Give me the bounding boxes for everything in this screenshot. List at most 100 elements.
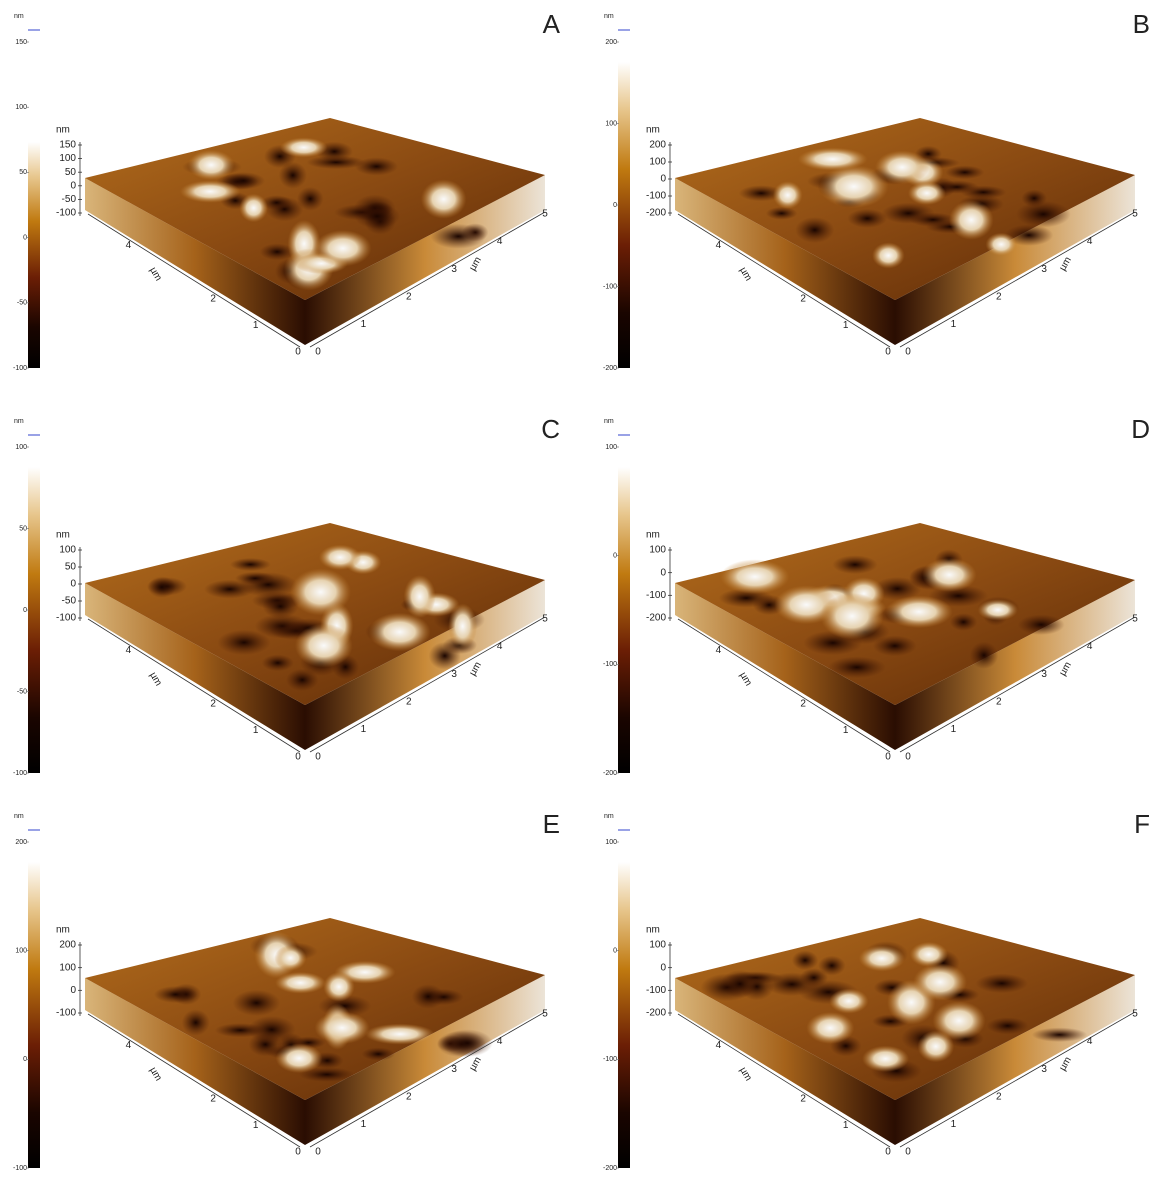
pit (297, 187, 324, 211)
x-tick-label: 5 (542, 209, 548, 220)
peak (908, 181, 946, 205)
panel-label: E (543, 809, 560, 839)
colorbar-tick-label: 200 (15, 839, 27, 846)
z-axis-unit: nm (56, 925, 70, 936)
surface (675, 118, 1135, 345)
colorbar (618, 467, 630, 773)
x-tick-label: 3 (451, 264, 457, 275)
x-tick-label: 1 (361, 1119, 367, 1130)
z-axis-unit: nm (646, 530, 660, 541)
x-tick-label: 1 (361, 319, 367, 330)
z-tick-label: 0 (70, 985, 76, 996)
x-tick-label: 4 (497, 236, 503, 247)
pit (847, 209, 887, 228)
x-tick-label: 4 (497, 1036, 503, 1047)
y-tick-label: 0 (295, 1147, 301, 1158)
z-tick-label: 100 (59, 153, 76, 164)
pit (1018, 614, 1065, 635)
pit (148, 576, 176, 597)
peak (985, 233, 1016, 256)
z-tick-label: -200 (646, 208, 666, 219)
y-tick-label: 0 (885, 752, 891, 763)
colorbar-unit: nm (604, 13, 614, 20)
colorbar-tick-label: 0 (23, 607, 27, 614)
figure: nm150100500-50-100nm150100500-50-1000123… (0, 0, 1153, 1180)
pit (795, 217, 834, 243)
afm-panel: nm150100500-50-100nm150100500-50-1000123… (13, 9, 561, 372)
x-tick-label: 2 (996, 696, 1002, 707)
x-tick-label: 5 (542, 1009, 548, 1020)
colorbar-unit: nm (14, 813, 24, 820)
colorbar-tick-label: -100 (13, 1165, 27, 1172)
x-tick-label: 2 (996, 1091, 1002, 1102)
pit (215, 1023, 266, 1037)
y-axis-title: µm (737, 670, 754, 688)
pit (306, 155, 365, 169)
z-tick-label: 50 (65, 167, 77, 178)
x-tick-label: 2 (406, 291, 412, 302)
z-tick-label: 200 (649, 140, 666, 151)
y-tick-label: 1 (253, 320, 259, 331)
x-tick-label: 5 (542, 614, 548, 625)
surface (675, 523, 1135, 750)
pit (976, 974, 1029, 994)
peak (872, 242, 905, 268)
y-axis-title: µm (147, 265, 164, 283)
peak (773, 181, 803, 209)
peak (290, 568, 351, 615)
peak (274, 945, 306, 971)
z-tick-label: -50 (62, 194, 77, 205)
panel-label: F (1134, 809, 1150, 839)
y-tick-label: 0 (295, 752, 301, 763)
x-tick-label: 3 (451, 669, 457, 680)
z-tick-label: -100 (646, 191, 666, 202)
y-axis-title: µm (737, 1065, 754, 1083)
x-tick-label: 0 (315, 1147, 321, 1158)
panel-label: B (1133, 9, 1150, 39)
surface (85, 918, 545, 1145)
afm-panel: nm1000-100-200nm1000-100-2000123450124µm… (603, 414, 1150, 777)
y-tick-label: 2 (210, 293, 216, 304)
peak (829, 989, 868, 1014)
afm-panel: nm100500-50-100nm100500-50-1000123450124… (13, 414, 560, 777)
pit (1016, 201, 1071, 228)
colorbar-tick-label: 0 (23, 234, 27, 241)
y-tick-label: 4 (126, 240, 132, 251)
pit (430, 224, 486, 249)
colorbar-tick-label: -100 (603, 283, 617, 290)
x-tick-label: 4 (1087, 641, 1093, 652)
y-tick-label: 0 (885, 347, 891, 358)
colorbar-tick-label: -200 (603, 1165, 617, 1172)
colorbar-unit: nm (604, 418, 614, 425)
colorbar-tick-label: 200 (605, 39, 617, 46)
peak (315, 1012, 370, 1045)
peak (820, 593, 883, 639)
pit (412, 984, 445, 1009)
x-tick-label: 0 (315, 347, 321, 358)
pit (950, 613, 978, 631)
peak (295, 624, 353, 668)
peak (276, 1043, 323, 1073)
pit (441, 1029, 492, 1057)
panel-label: A (543, 9, 561, 39)
peak (885, 596, 952, 629)
colorbar (28, 862, 40, 1168)
pit (800, 968, 828, 987)
y-tick-label: 1 (253, 1120, 259, 1131)
pit (230, 558, 271, 571)
z-tick-label: 0 (660, 962, 666, 973)
colorbar-tick-label: 0 (613, 948, 617, 955)
x-tick-label: 4 (1087, 236, 1093, 247)
colorbar-tick-label: 100 (605, 444, 617, 451)
peak (720, 559, 789, 594)
y-tick-label: 1 (253, 725, 259, 736)
peak (365, 1024, 435, 1045)
y-tick-label: 0 (295, 347, 301, 358)
pit (792, 950, 818, 970)
peak (188, 150, 235, 180)
peak (978, 599, 1019, 621)
y-tick-label: 2 (210, 1093, 216, 1104)
z-tick-label: 0 (660, 567, 666, 578)
x-tick-label: 5 (1132, 209, 1138, 220)
x-axis-title: µm (467, 255, 484, 273)
